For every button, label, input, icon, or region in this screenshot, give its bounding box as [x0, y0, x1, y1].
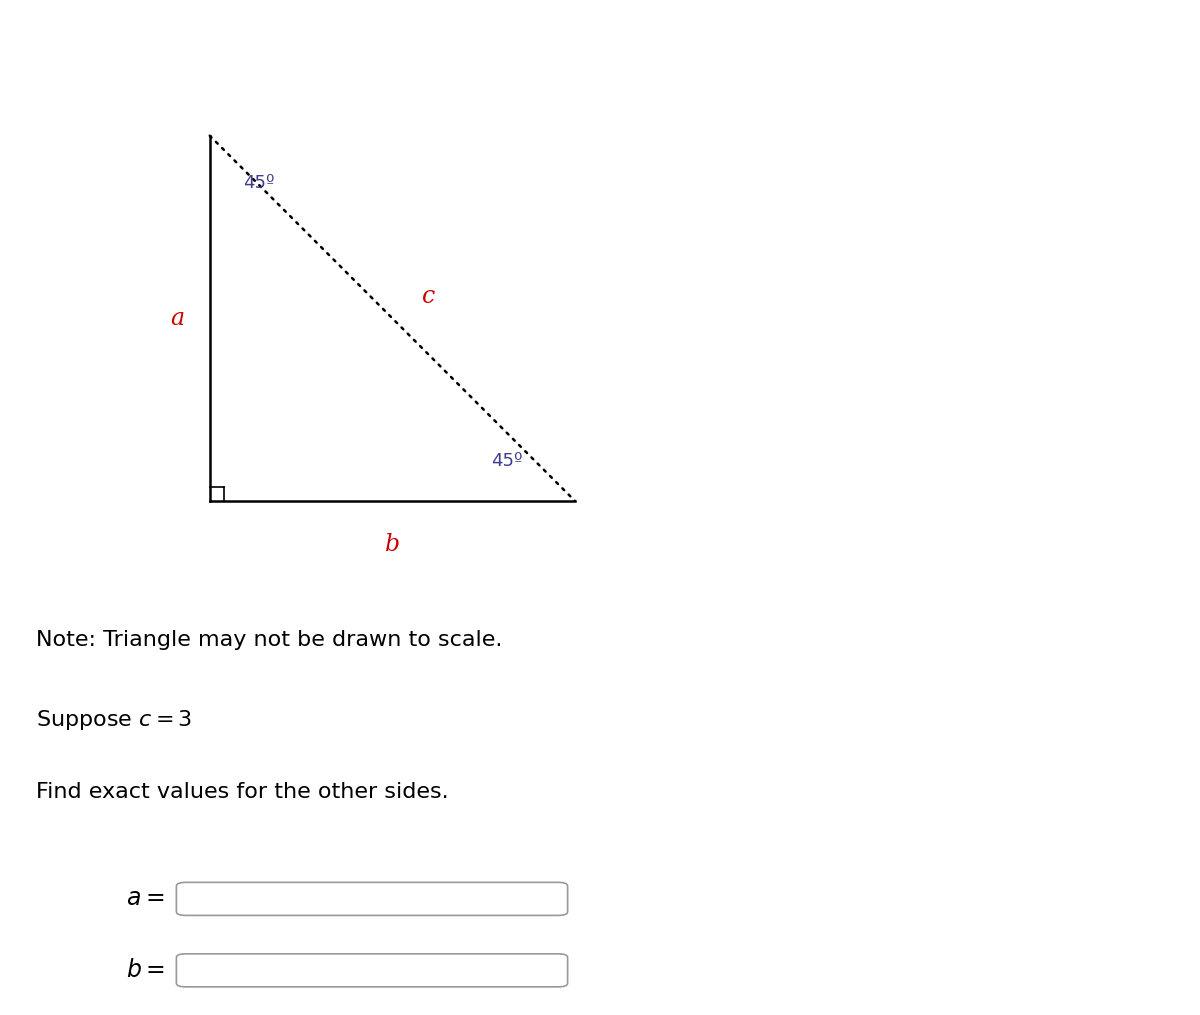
FancyBboxPatch shape: [176, 954, 568, 987]
FancyBboxPatch shape: [176, 882, 568, 916]
Text: Suppose $c = 3$: Suppose $c = 3$: [36, 708, 192, 732]
Text: Note: Triangle may not be drawn to scale.: Note: Triangle may not be drawn to scale…: [36, 630, 503, 650]
Text: 45º: 45º: [242, 175, 274, 192]
Text: $b =$: $b =$: [126, 959, 164, 982]
Text: 45º: 45º: [491, 452, 522, 470]
Text: a: a: [170, 307, 184, 330]
Text: Find exact values for the other sides.: Find exact values for the other sides.: [36, 782, 449, 802]
Text: c: c: [422, 285, 436, 308]
Text: b: b: [385, 533, 400, 556]
Text: $a =$: $a =$: [126, 887, 164, 910]
